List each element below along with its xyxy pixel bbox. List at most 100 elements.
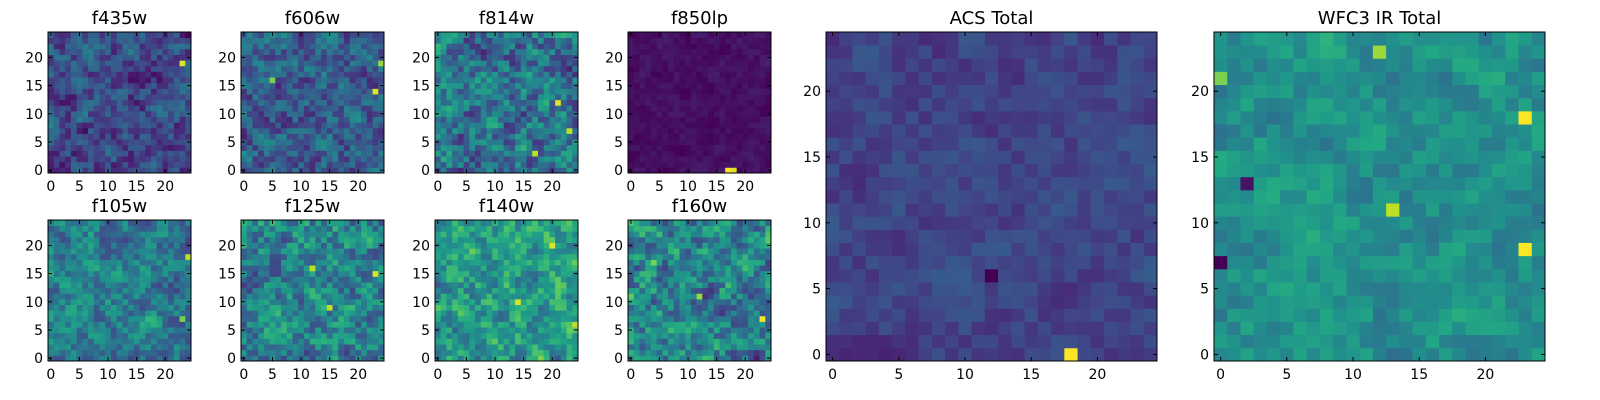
heatmap-cell [702, 327, 709, 334]
heatmap-cell [361, 71, 368, 78]
heatmap-cell [372, 265, 379, 272]
heatmap-cell [633, 161, 640, 168]
heatmap-cell [572, 88, 579, 95]
heatmap-cell [139, 60, 146, 67]
heatmap-cell [435, 321, 442, 328]
heatmap-cell [162, 287, 169, 294]
heatmap-cell [332, 298, 339, 305]
heatmap-cell [269, 332, 276, 339]
heatmap-cell [99, 144, 106, 151]
heatmap-cell [281, 327, 288, 334]
heatmap-cell [572, 37, 579, 44]
heatmap-cell [549, 60, 556, 67]
heatmap-cell [497, 276, 505, 283]
heatmap-cell [321, 99, 328, 106]
heatmap-cell [361, 110, 368, 117]
heatmap-cell [269, 259, 276, 266]
heatmap-cell [515, 71, 522, 78]
heatmap-cell [303, 259, 311, 266]
heatmap-cell [457, 248, 464, 255]
heatmap-cell [673, 270, 680, 277]
heatmap-cell [286, 161, 293, 168]
heatmap-cell [321, 88, 328, 95]
heatmap-cell [492, 88, 499, 95]
heatmap-cell [298, 71, 305, 78]
heatmap-cell [662, 54, 669, 61]
heatmap-cell [168, 327, 175, 334]
heatmap-cell [515, 167, 522, 174]
heatmap-cell [88, 236, 95, 243]
heatmap-cell [366, 48, 373, 55]
heatmap-cell [185, 321, 192, 328]
heatmap-cell [286, 105, 293, 112]
heatmap-cell [53, 220, 60, 227]
heatmap-cell [366, 116, 373, 123]
heatmap-cell [742, 65, 749, 72]
heatmap-cell [65, 315, 72, 322]
heatmap-cell [719, 88, 726, 95]
heatmap-cell [338, 133, 345, 140]
heatmap-cell [185, 122, 192, 129]
heatmap-cell [378, 253, 385, 260]
heatmap-cell [566, 43, 573, 50]
heatmap-cell [263, 220, 270, 227]
heatmap-cell [492, 54, 499, 61]
heatmap-cell [633, 332, 640, 339]
heatmap-cell [150, 265, 158, 272]
heatmap-cell [650, 298, 657, 305]
heatmap-cell [560, 287, 567, 294]
heatmap-cell [753, 65, 760, 72]
heatmap-cell [53, 94, 60, 101]
heatmap-cell [53, 88, 60, 95]
heatmap-cell [560, 116, 567, 123]
heatmap-cell [88, 150, 95, 157]
heatmap-cell [673, 344, 680, 351]
heatmap-cell [53, 144, 60, 151]
heatmap-cell [82, 293, 89, 300]
heatmap-cell [303, 122, 311, 129]
heatmap-cell [662, 139, 669, 146]
heatmap-cell [321, 54, 328, 61]
heatmap-cell [338, 253, 345, 260]
heatmap-cell [343, 144, 351, 151]
heatmap-cell [263, 150, 270, 157]
heatmap-cell [156, 99, 163, 106]
heatmap-cell [742, 43, 749, 50]
heatmap-cell [185, 116, 192, 123]
heatmap-cell [246, 150, 253, 157]
heatmap-cell [480, 321, 487, 328]
heatmap-cell [241, 94, 248, 101]
heatmap-cell [258, 32, 265, 39]
heatmap-cell [446, 43, 453, 50]
axes-frame [240, 31, 385, 174]
heatmap-cell [748, 54, 755, 61]
heatmap-cell [326, 344, 333, 351]
heatmap-cell [70, 105, 77, 112]
chart-title: f435w [92, 8, 147, 29]
heatmap-cell [668, 37, 675, 44]
heatmap-cell [446, 54, 453, 61]
heatmap-cell [696, 110, 703, 117]
heatmap-cell [349, 225, 356, 232]
heatmap-cell [446, 327, 453, 334]
heatmap-cell [292, 231, 299, 238]
heatmap-cell [355, 321, 362, 328]
heatmap-cell [628, 304, 635, 311]
heatmap-cell [156, 225, 163, 232]
heatmap-cell [497, 338, 505, 345]
heatmap-cell [452, 105, 459, 112]
heatmap-cell [168, 276, 175, 283]
heatmap-cell [679, 94, 686, 101]
heatmap-cell [343, 349, 351, 356]
heatmap-cell [463, 99, 470, 106]
heatmap-cell [93, 310, 100, 317]
heatmap-cell [566, 248, 573, 255]
heatmap-cell [366, 236, 373, 243]
heatmap-cell [241, 144, 248, 151]
heatmap-cell [48, 338, 55, 345]
heatmap-cell [263, 156, 270, 163]
heatmap-cell [650, 94, 657, 101]
heatmap-cell [139, 133, 146, 140]
heatmap-cell [246, 99, 253, 106]
heatmap-cell [355, 116, 362, 123]
